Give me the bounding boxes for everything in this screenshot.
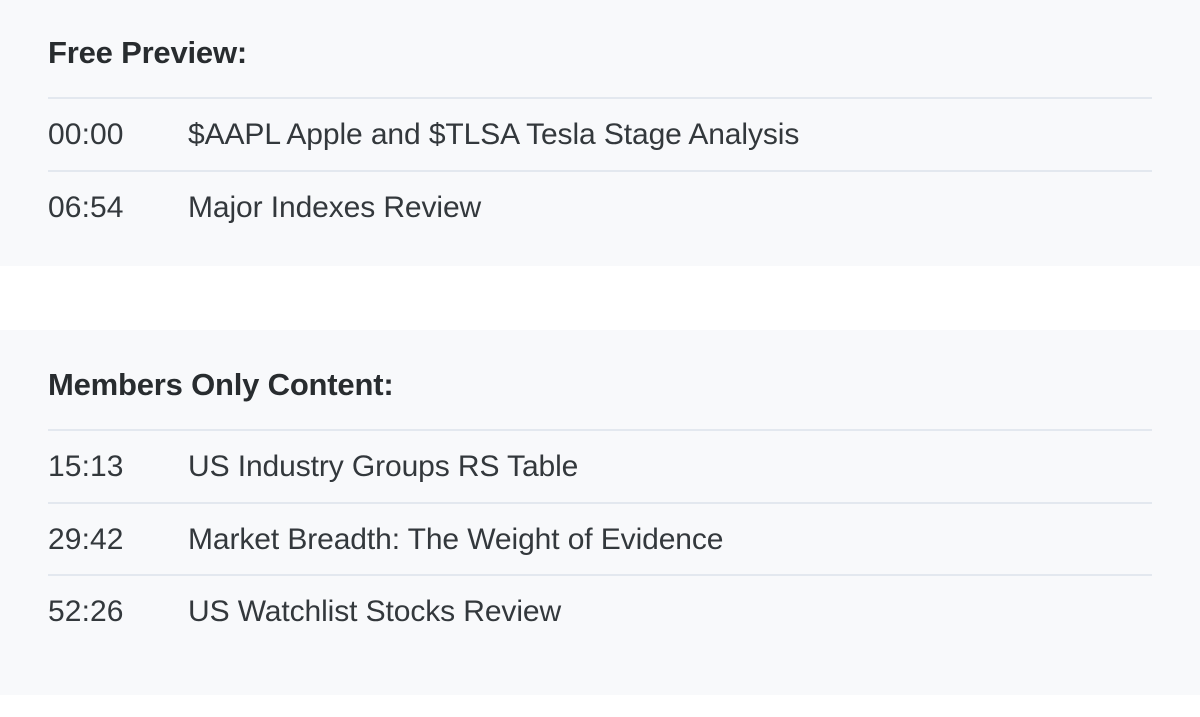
section-heading-members-only: Members Only Content: (48, 367, 394, 403)
chapter-timestamp[interactable]: 15:13 (48, 450, 124, 484)
section-divider-gap (0, 266, 1200, 331)
section-free-preview: Free Preview: 00:00 $AAPL Apple and $TLS… (0, 0, 1200, 267)
chapter-list-free-preview: 00:00 $AAPL Apple and $TLSA Tesla Stage … (48, 97, 1152, 242)
section-heading-free-preview: Free Preview: (48, 35, 248, 70)
chapter-title[interactable]: Market Breadth: The Weight of Evidence (188, 522, 724, 556)
chapter-row[interactable]: 00:00 $AAPL Apple and $TLSA Tesla Stage … (48, 97, 1152, 170)
chapter-timestamp[interactable]: 52:26 (48, 595, 124, 629)
chapter-title[interactable]: US Industry Groups RS Table (188, 450, 579, 484)
chapter-title[interactable]: $AAPL Apple and $TLSA Tesla Stage Analys… (188, 118, 800, 152)
chapter-timestamp[interactable]: 00:00 (48, 118, 124, 152)
chapter-timestamp[interactable]: 06:54 (48, 190, 124, 224)
chapter-row[interactable]: 06:54 Major Indexes Review (48, 169, 1152, 243)
chapter-title[interactable]: Major Indexes Review (188, 190, 482, 224)
chapter-row[interactable]: 29:42 Market Breadth: The Weight of Evid… (48, 501, 1152, 575)
chapter-row[interactable]: 52:26 US Watchlist Stocks Review (48, 574, 1152, 647)
chapter-list-members-only: 15:13 US Industry Groups RS Table 29:42 … (48, 429, 1152, 647)
section-members-only: Members Only Content: 15:13 US Industry … (0, 330, 1200, 696)
chapter-timestamp[interactable]: 29:42 (48, 522, 124, 556)
chapter-row[interactable]: 15:13 US Industry Groups RS Table (48, 429, 1152, 502)
chapter-title[interactable]: US Watchlist Stocks Review (188, 595, 562, 629)
